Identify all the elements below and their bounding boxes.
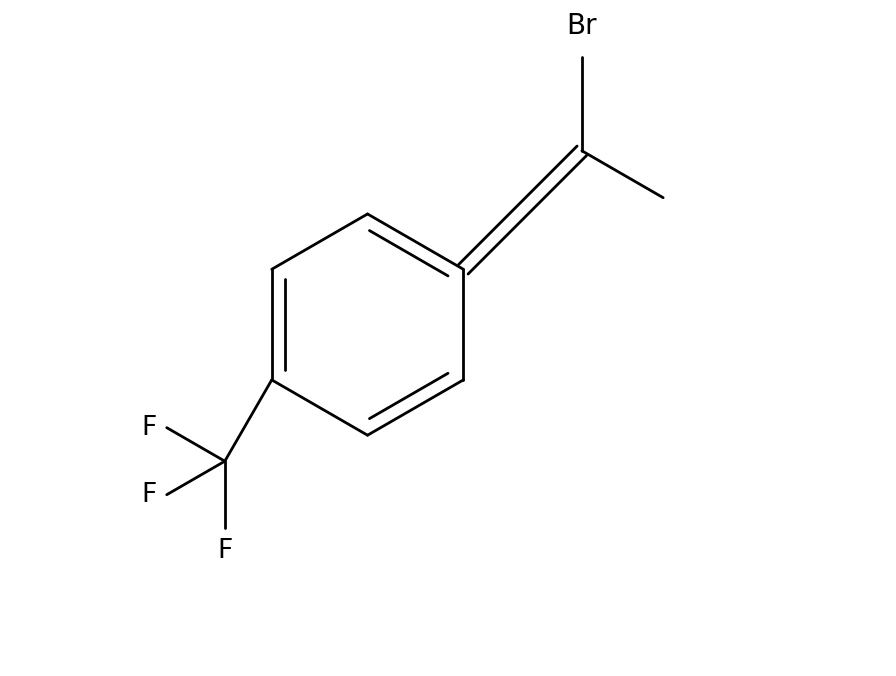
Text: F: F bbox=[142, 414, 157, 441]
Text: F: F bbox=[217, 538, 232, 564]
Text: Br: Br bbox=[566, 12, 597, 40]
Text: F: F bbox=[142, 482, 157, 508]
